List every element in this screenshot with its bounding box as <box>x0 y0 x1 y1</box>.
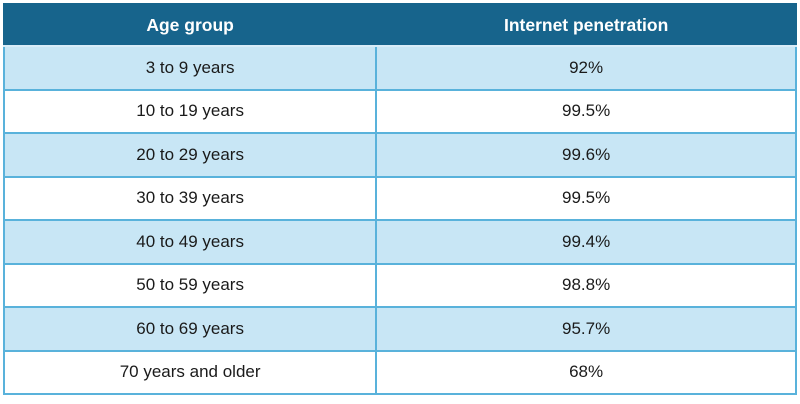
table-body: 3 to 9 years 92% 10 to 19 years 99.5% 20 to … <box>2 45 797 395</box>
table-row: 40 to 49 years 99.4% <box>2 219 797 265</box>
table-header-row: Age group Internet penetration <box>2 3 797 47</box>
age-group-cell: 3 to 9 years <box>2 45 378 91</box>
age-group-cell: 30 to 39 years <box>2 175 378 221</box>
column-header-internet-penetration: Internet penetration <box>375 3 797 47</box>
penetration-cell: 95.7% <box>375 306 797 352</box>
age-group-cell: 70 years and older <box>2 349 378 395</box>
table-row: 60 to 69 years 95.7% <box>2 306 797 352</box>
penetration-cell: 92% <box>375 45 797 91</box>
age-group-cell: 10 to 19 years <box>2 88 378 134</box>
table-row: 50 to 59 years 98.8% <box>2 262 797 308</box>
table-row: 10 to 19 years 99.5% <box>2 88 797 134</box>
table-row: 3 to 9 years 92% <box>2 45 797 91</box>
age-group-cell: 50 to 59 years <box>2 262 378 308</box>
internet-penetration-table: Age group Internet penetration 3 to 9 ye… <box>2 3 797 395</box>
penetration-cell: 99.5% <box>375 88 797 134</box>
age-group-cell: 40 to 49 years <box>2 219 378 265</box>
table-row: 20 to 29 years 99.6% <box>2 132 797 178</box>
penetration-cell: 99.5% <box>375 175 797 221</box>
age-group-cell: 20 to 29 years <box>2 132 378 178</box>
table-row: 70 years and older 68% <box>2 349 797 395</box>
penetration-cell: 98.8% <box>375 262 797 308</box>
table-row: 30 to 39 years 99.5% <box>2 175 797 221</box>
penetration-cell: 99.4% <box>375 219 797 265</box>
age-group-cell: 60 to 69 years <box>2 306 378 352</box>
penetration-cell: 99.6% <box>375 132 797 178</box>
column-header-age-group: Age group <box>2 3 378 47</box>
penetration-cell: 68% <box>375 349 797 395</box>
